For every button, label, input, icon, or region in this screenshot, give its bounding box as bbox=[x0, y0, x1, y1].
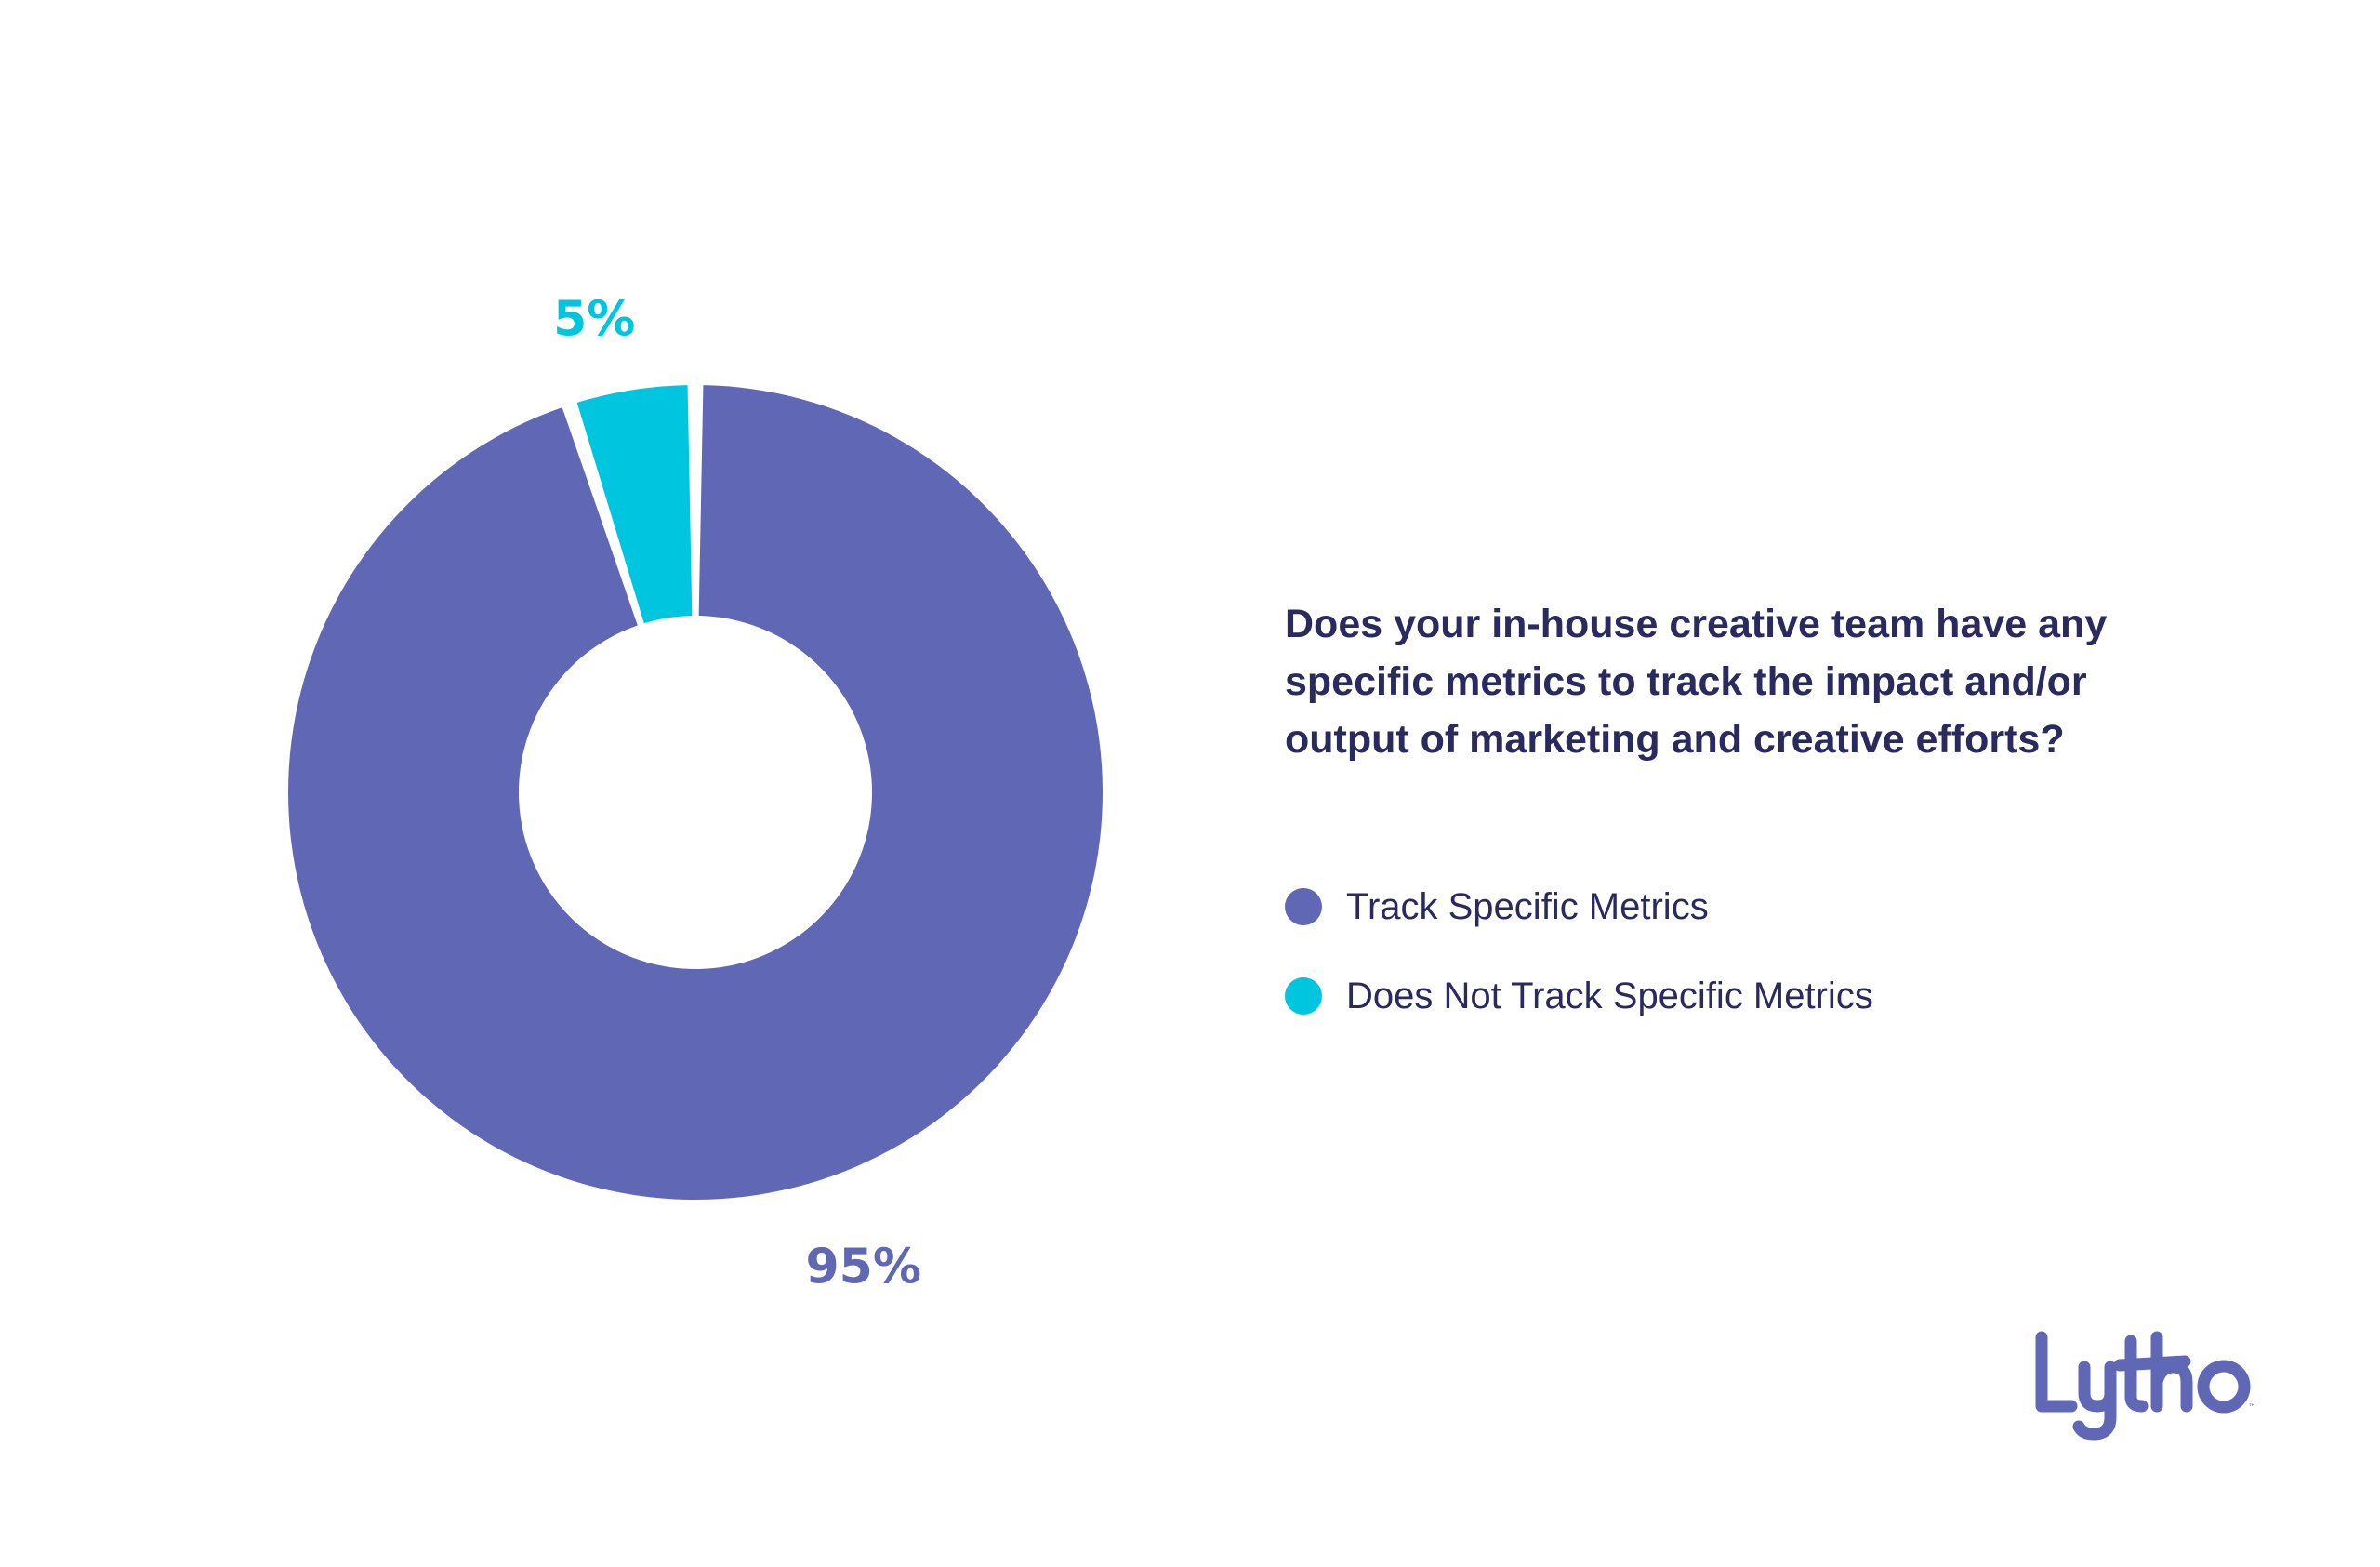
legend-label-not-track: Does Not Track Specific Metrics bbox=[1346, 975, 1873, 1016]
donut-slice-not-track bbox=[576, 385, 693, 624]
legend-item-not-track: Does Not Track Specific Metrics bbox=[1285, 968, 1873, 1024]
slice-label-not-track: 5% bbox=[553, 291, 635, 347]
legend-swatch-not-track bbox=[1285, 977, 1322, 1015]
slice-label-track: 95% bbox=[805, 1240, 920, 1295]
donut-slice-track bbox=[287, 385, 1103, 1200]
donut-slices bbox=[287, 385, 1103, 1200]
legend-swatch-track bbox=[1285, 888, 1322, 925]
lytho-logo: ™ bbox=[2035, 1331, 2256, 1441]
chart-title: Does your in-house creative team have an… bbox=[1285, 602, 2108, 762]
svg-text:™: ™ bbox=[2248, 1403, 2256, 1413]
legend-label-track: Track Specific Metrics bbox=[1346, 885, 1709, 927]
legend: Track Specific Metrics Does Not Track Sp… bbox=[1285, 879, 1873, 1057]
legend-item-track: Track Specific Metrics bbox=[1285, 879, 1873, 935]
